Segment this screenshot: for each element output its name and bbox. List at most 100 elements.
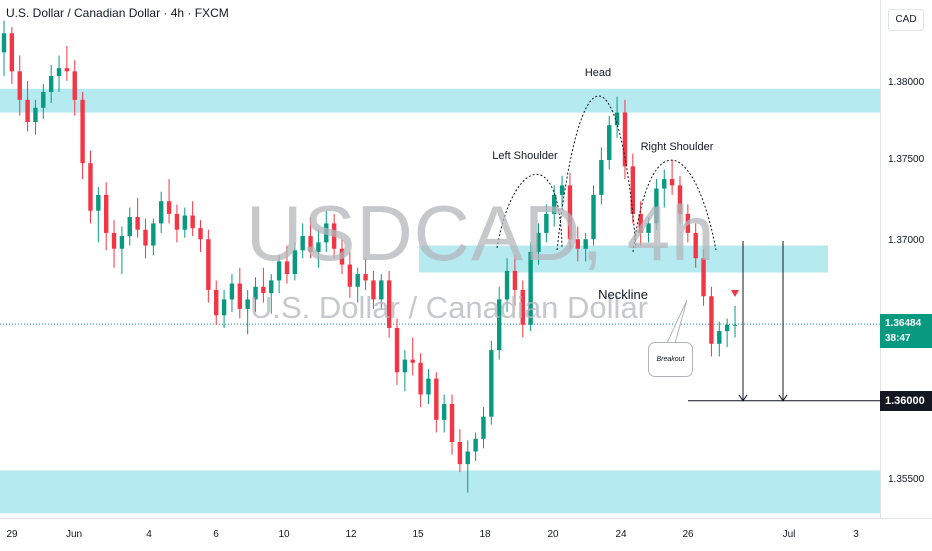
candle-body [449, 403, 455, 442]
candle-body [292, 250, 298, 275]
candle-body [190, 215, 195, 229]
candle-body [536, 232, 541, 252]
bar-countdown: 38:47 [885, 333, 911, 344]
candle-body [253, 286, 258, 300]
x-tick-label: 18 [479, 529, 491, 540]
candle-body [174, 213, 180, 230]
candle-body [143, 229, 148, 246]
candle-body [481, 416, 486, 439]
candle-body [732, 324, 738, 326]
candle-body [504, 270, 510, 300]
right-shoulder-arc [632, 159, 717, 253]
x-tick-label: 20 [547, 529, 559, 540]
candle-body [473, 438, 478, 452]
candle-body [17, 71, 22, 100]
candle-body [559, 185, 565, 195]
candle-body [151, 223, 156, 246]
candle-body [103, 194, 109, 233]
candle-body [622, 112, 628, 167]
y-tick-label: 1.37500 [888, 154, 925, 165]
candle-body [119, 236, 125, 249]
y-tick-label: 1.35500 [888, 474, 925, 485]
candle-body [441, 403, 447, 420]
candle-body [135, 217, 140, 230]
candle-body [418, 362, 423, 395]
candle-body [221, 299, 227, 316]
candle-body [544, 213, 549, 233]
candle-body [182, 215, 187, 230]
candle-body [214, 289, 219, 316]
candle-body [520, 289, 525, 325]
candle-body [630, 166, 636, 214]
y-tick-label: 1.38000 [888, 77, 925, 88]
candle-body [646, 223, 651, 233]
x-tick-label: 29 [6, 529, 18, 540]
candle-body [88, 163, 93, 211]
neckline-label: Neckline [598, 287, 648, 302]
candle-body [159, 201, 164, 224]
candle-body [56, 68, 62, 77]
time-axis[interactable]: 29 Jun 4 6 10 12 15 18 20 24 26 Jul 3 [0, 518, 932, 551]
x-tick-label: 12 [345, 529, 357, 540]
breakout-callout: Breakout [648, 342, 693, 377]
candle-body [324, 223, 329, 243]
x-tick-label: 10 [278, 529, 290, 540]
candle-body [402, 359, 408, 373]
price-chart[interactable] [0, 0, 880, 518]
x-tick-label: 26 [682, 529, 694, 540]
candle-body [269, 280, 274, 294]
currency-button[interactable]: CAD [888, 9, 924, 31]
candle-body [111, 232, 117, 249]
candle-body [607, 125, 612, 161]
candle-body [355, 274, 360, 287]
candle-body [496, 299, 502, 351]
left-shoulder-label: Left Shoulder [492, 150, 558, 162]
price-zone [0, 88, 880, 113]
head-arc [556, 95, 637, 251]
current-price-value: 1.36484 [885, 318, 922, 329]
candle-body [80, 99, 85, 164]
current-price-badge: 1.36484 38:47 [880, 314, 932, 348]
candle-body [245, 299, 250, 309]
candle-body [276, 261, 282, 281]
candle-body [614, 112, 620, 126]
candle-body [591, 194, 596, 240]
candle-body [229, 283, 235, 300]
candle-body [662, 179, 667, 189]
y-tick-label: 1.37000 [888, 235, 925, 246]
price-zone [0, 470, 880, 514]
candle-body [394, 327, 400, 373]
chart-area[interactable]: USDCAD, 4h U.S. Dollar / Canadian Dollar… [0, 0, 880, 518]
candle-body [96, 194, 101, 211]
candle-body [457, 441, 463, 465]
candle-body [316, 242, 321, 252]
candle-body [198, 228, 203, 240]
x-tick-label: 15 [412, 529, 424, 540]
chart-title[interactable]: U.S. Dollar / Canadian Dollar · 4h · FXC… [6, 6, 229, 20]
candle-body [552, 194, 557, 214]
candle-body [654, 188, 659, 224]
x-tick-label: 4 [146, 529, 152, 540]
candle-body [206, 239, 211, 290]
candle-body [489, 350, 494, 417]
candle-body [567, 185, 573, 240]
candle-body [379, 280, 384, 300]
candle-body [685, 213, 691, 233]
x-tick-label: 6 [213, 529, 219, 540]
candle-body [599, 160, 604, 195]
candle-body [363, 274, 368, 281]
candle-body [724, 324, 730, 332]
left-shoulder-arc [496, 174, 563, 249]
candle-body [717, 331, 722, 344]
candle-body [308, 236, 313, 252]
candle-body [166, 201, 172, 214]
candle-body [41, 91, 46, 108]
price-axis[interactable]: 1.38000 1.37500 1.37000 1.35500 [880, 0, 932, 518]
candle-body [1, 33, 7, 53]
candle-body [528, 251, 533, 325]
candle-body [284, 261, 290, 275]
candle-body [339, 248, 345, 265]
candle-body [426, 378, 431, 395]
x-tick-label: Jul [782, 529, 796, 540]
sell-signal-icon [731, 290, 739, 297]
